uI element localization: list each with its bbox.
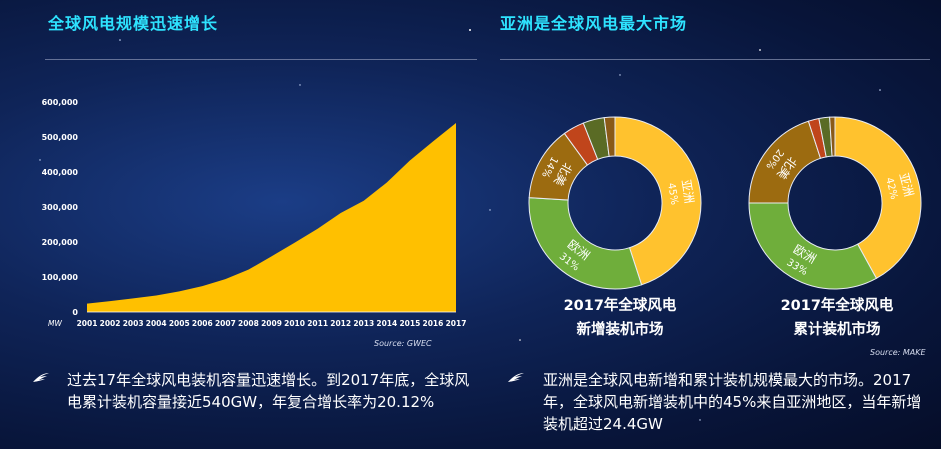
donut-slice (748, 202, 878, 290)
x-tick-label: 2008 (238, 319, 259, 328)
y-tick-label: 0 (72, 308, 78, 317)
right-panel-title: 亚洲是全球风电最大市场 (500, 14, 688, 33)
slice-percent-label: 42% (883, 176, 899, 200)
x-tick-label: 2011 (307, 319, 328, 328)
x-tick-label: 2001 (77, 319, 98, 328)
left-divider (45, 59, 477, 60)
wing-bullet-icon (33, 373, 49, 382)
y-unit-label: MW (48, 319, 62, 328)
right-source: Source: MAKE (870, 348, 926, 357)
x-tick-label: 2005 (169, 319, 190, 328)
donut2-caption: 2017年全球风电 累计装机市场 (762, 294, 912, 342)
y-tick-label: 500,000 (42, 133, 79, 142)
x-tick-label: 2015 (399, 319, 420, 328)
x-tick-label: 2006 (192, 319, 213, 328)
x-tick-label: 2016 (423, 319, 444, 328)
y-tick-label: 100,000 (42, 273, 79, 282)
slice-name-label: 亚洲 (896, 171, 916, 198)
donut2-caption-line2: 累计装机市场 (793, 322, 881, 338)
area-series (87, 123, 456, 312)
left-bullet-text: 过去17年全球风电装机容量迅速增长。到2017年底，全球风电累计装机容量接近54… (67, 371, 470, 411)
left-source: Source: GWEC (374, 339, 432, 348)
x-tick-label: 2007 (215, 319, 236, 328)
donut1-caption-line1: 2017年全球风电 (563, 298, 677, 314)
x-tick-label: 2017 (446, 319, 467, 328)
x-tick-label: 2013 (353, 319, 374, 328)
x-tick-label: 2002 (100, 319, 121, 328)
slice-percent-label: 45% (665, 182, 679, 206)
x-tick-label: 2010 (284, 319, 305, 328)
y-tick-label: 200,000 (42, 238, 79, 247)
donut-slice (603, 116, 616, 157)
right-bullet-text: 亚洲是全球风电新增和累计装机规模最大的市场。2017年，全球风电新增装机中的45… (543, 371, 922, 433)
y-tick-label: 600,000 (42, 98, 79, 107)
x-tick-label: 2003 (123, 319, 144, 328)
x-tick-label: 2009 (261, 319, 282, 328)
donut1-caption: 2017年全球风电 新增装机市场 (545, 294, 695, 342)
donut-slice (829, 116, 836, 157)
donut1-caption-line2: 新增装机市场 (576, 322, 664, 338)
slice-name-label: 亚洲 (679, 179, 697, 205)
y-tick-label: 300,000 (42, 203, 79, 212)
donut-slice (614, 116, 702, 286)
donut-slice (834, 116, 922, 280)
x-tick-label: 2012 (330, 319, 351, 328)
y-tick-label: 400,000 (42, 168, 79, 177)
wing-bullet-icon (508, 373, 524, 382)
donut-slice (528, 197, 643, 290)
left-panel-title: 全球风电规模迅速增长 (48, 14, 219, 33)
right-divider (500, 59, 930, 60)
x-tick-label: 2014 (376, 319, 397, 328)
area-chart: 0 100,000 200,000 300,000 400,000 500,000 600,… (42, 98, 467, 328)
donut2-caption-line1: 2017年全球风电 (780, 298, 894, 314)
x-tick-label: 2004 (146, 319, 167, 328)
